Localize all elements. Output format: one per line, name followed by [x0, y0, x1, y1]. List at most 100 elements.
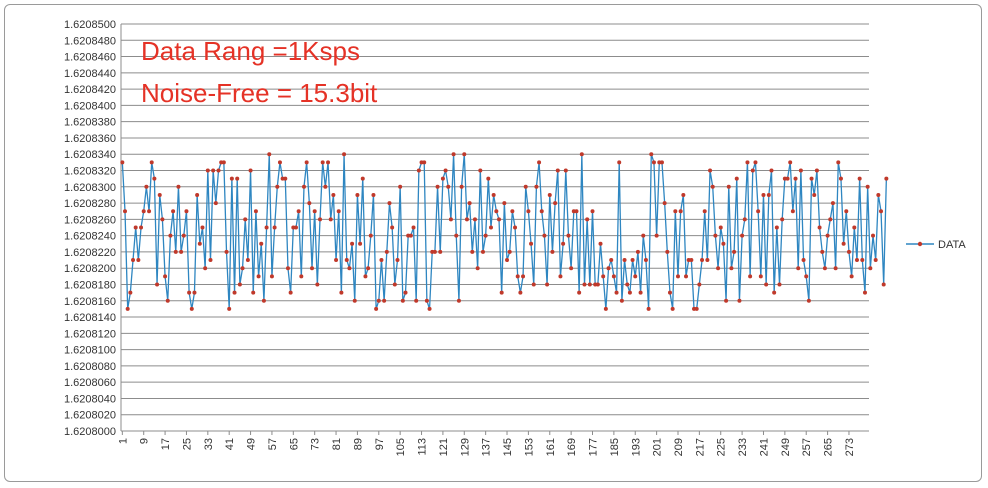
data-point: [293, 225, 298, 230]
data-point: [539, 209, 544, 214]
data-point: [256, 274, 261, 279]
data-point: [555, 168, 560, 173]
data-point: [611, 274, 616, 279]
data-point: [670, 306, 675, 311]
data-point: [852, 225, 857, 230]
data-point: [189, 306, 194, 311]
data-point: [740, 233, 745, 238]
data-point: [363, 274, 368, 279]
data-point: [422, 160, 427, 165]
data-point: [798, 168, 803, 173]
data-point: [358, 241, 363, 246]
data-point: [376, 298, 381, 303]
data-point: [667, 290, 672, 295]
x-tick-label: 129: [459, 438, 471, 456]
y-tick-label: 1.6208040: [64, 393, 116, 405]
x-tick-label: 97: [374, 438, 386, 450]
data-point: [708, 168, 713, 173]
data-point: [510, 209, 515, 214]
data-point: [179, 249, 184, 254]
x-tick-label: 153: [523, 438, 535, 456]
y-tick-label: 1.6208180: [64, 279, 116, 291]
data-point: [355, 192, 360, 197]
data-point: [499, 290, 504, 295]
data-point: [141, 209, 146, 214]
data-point: [542, 233, 547, 238]
data-point: [713, 233, 718, 238]
data-point: [822, 266, 827, 271]
data-point: [139, 225, 144, 230]
data-point: [227, 306, 232, 311]
data-point: [601, 274, 606, 279]
x-tick-label: 65: [288, 438, 300, 450]
data-point: [820, 249, 825, 254]
data-point: [403, 290, 408, 295]
data-point: [662, 201, 667, 206]
data-point: [785, 176, 790, 181]
data-point: [841, 241, 846, 246]
data-point: [777, 282, 782, 287]
data-point: [846, 249, 851, 254]
y-tick-label: 1.6208460: [64, 52, 116, 64]
legend-marker: [917, 241, 923, 247]
x-tick-label: 249: [780, 438, 792, 456]
annotation-text: Data Rang =1Ksps: [141, 36, 360, 66]
data-point: [830, 201, 835, 206]
y-tick-label: 1.6208220: [64, 247, 116, 259]
y-tick-label: 1.6208160: [64, 296, 116, 308]
data-point: [443, 168, 448, 173]
data-point: [622, 258, 627, 263]
data-point: [558, 274, 563, 279]
data-point: [761, 192, 766, 197]
data-point: [764, 282, 769, 287]
data-point: [339, 290, 344, 295]
data-point: [523, 184, 528, 189]
data-point: [123, 209, 128, 214]
data-point: [814, 168, 819, 173]
data-point: [350, 241, 355, 246]
data-point: [251, 290, 256, 295]
x-tick-label: 33: [203, 438, 215, 450]
data-point: [689, 258, 694, 263]
data-point: [654, 233, 659, 238]
x-tick-label: 273: [844, 438, 856, 456]
data-point: [507, 249, 512, 254]
data-point: [390, 225, 395, 230]
x-tick-label: 41: [224, 438, 236, 450]
data-point: [681, 192, 686, 197]
data-point: [745, 160, 750, 165]
data-point: [472, 217, 477, 222]
data-point: [312, 209, 317, 214]
data-point: [171, 209, 176, 214]
data-point: [726, 184, 731, 189]
data-point: [606, 266, 611, 271]
x-tick-label: 81: [331, 438, 343, 450]
data-point: [809, 176, 814, 181]
data-point: [328, 217, 333, 222]
x-tick-label: 137: [481, 438, 493, 456]
data-point: [603, 306, 608, 311]
y-tick-label: 1.6208360: [64, 133, 116, 145]
data-point: [136, 258, 141, 263]
data-point: [315, 282, 320, 287]
data-point: [486, 176, 491, 181]
data-point: [379, 258, 384, 263]
data-point: [160, 217, 165, 222]
y-tick-label: 1.6208060: [64, 377, 116, 389]
data-point: [574, 209, 579, 214]
data-point: [529, 241, 534, 246]
data-point: [804, 274, 809, 279]
data-point: [326, 160, 331, 165]
data-point: [884, 176, 889, 181]
data-point: [521, 274, 526, 279]
x-tick-label: 73: [310, 438, 322, 450]
data-point: [724, 298, 729, 303]
data-point: [774, 225, 779, 230]
data-point: [825, 233, 830, 238]
data-point: [505, 258, 510, 263]
data-point: [817, 225, 822, 230]
x-tick-label: 225: [716, 438, 728, 456]
data-point: [243, 217, 248, 222]
data-point: [173, 249, 178, 254]
